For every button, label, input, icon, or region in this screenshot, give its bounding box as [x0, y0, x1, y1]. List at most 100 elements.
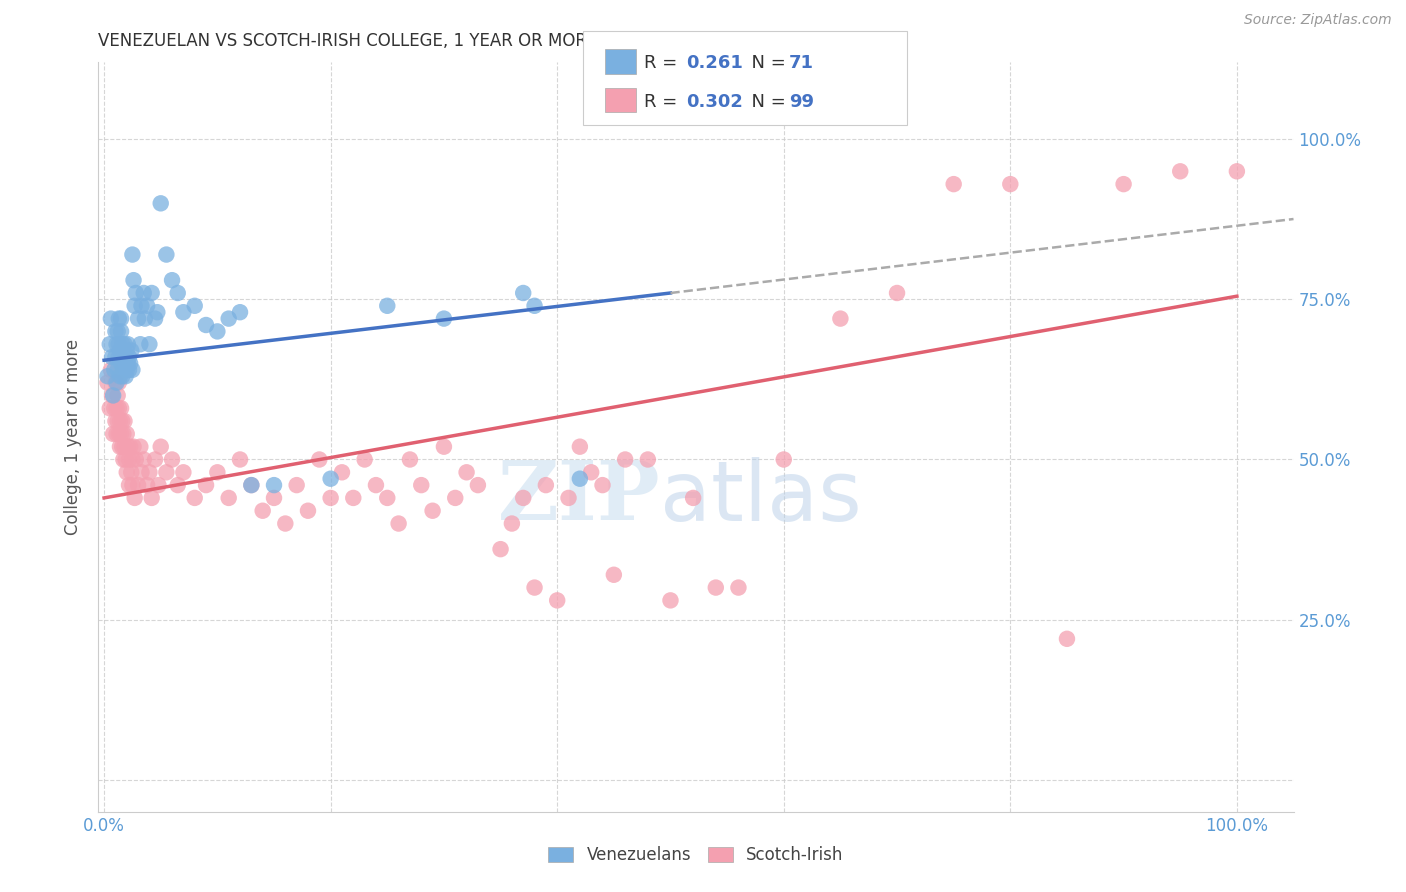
- Point: [399, 452, 422, 467]
- Point: [138, 465, 160, 479]
- Point: [101, 426, 124, 441]
- Point: [110, 311, 132, 326]
- Point: [127, 311, 149, 326]
- Point: [489, 542, 512, 557]
- Point: [104, 414, 127, 428]
- Point: [112, 363, 135, 377]
- Point: [568, 440, 591, 454]
- Point: [512, 491, 534, 505]
- Point: [121, 247, 143, 261]
- Point: [110, 401, 132, 416]
- Point: [319, 472, 342, 486]
- Point: [592, 478, 614, 492]
- Point: [523, 299, 546, 313]
- Point: [252, 504, 274, 518]
- Point: [114, 337, 136, 351]
- Y-axis label: College, 1 year or more: College, 1 year or more: [65, 339, 83, 535]
- Point: [105, 337, 128, 351]
- Point: [375, 299, 398, 313]
- Point: [121, 452, 143, 467]
- Point: [207, 325, 229, 339]
- Point: [160, 273, 183, 287]
- Point: [100, 363, 122, 377]
- Point: [1168, 164, 1191, 178]
- Text: N =: N =: [740, 54, 792, 71]
- Point: [830, 311, 852, 326]
- Point: [108, 440, 131, 454]
- Point: [118, 363, 141, 377]
- Point: [342, 491, 364, 505]
- Point: [501, 516, 523, 531]
- Point: [1226, 164, 1249, 178]
- Point: [129, 337, 152, 351]
- Point: [98, 337, 121, 351]
- Point: [98, 401, 121, 416]
- Point: [659, 593, 682, 607]
- Point: [120, 356, 142, 370]
- Point: [467, 478, 489, 492]
- Point: [108, 337, 131, 351]
- Point: [125, 285, 148, 300]
- Point: [111, 369, 134, 384]
- Point: [886, 285, 908, 300]
- Point: [101, 388, 124, 402]
- Text: N =: N =: [740, 93, 792, 111]
- Point: [112, 426, 135, 441]
- Point: [110, 426, 132, 441]
- Point: [285, 478, 308, 492]
- Text: R =: R =: [644, 93, 683, 111]
- Point: [727, 581, 749, 595]
- Point: [183, 491, 205, 505]
- Point: [218, 311, 240, 326]
- Point: [104, 325, 127, 339]
- Point: [108, 311, 131, 326]
- Point: [682, 491, 704, 505]
- Point: [444, 491, 467, 505]
- Point: [127, 478, 149, 492]
- Point: [218, 491, 240, 505]
- Point: [125, 452, 148, 467]
- Point: [120, 343, 142, 358]
- Point: [375, 491, 398, 505]
- Point: [568, 472, 591, 486]
- Point: [117, 440, 139, 454]
- Point: [122, 273, 145, 287]
- Point: [108, 376, 131, 390]
- Point: [160, 452, 183, 467]
- Point: [422, 504, 444, 518]
- Point: [523, 581, 546, 595]
- Text: 0.302: 0.302: [686, 93, 742, 111]
- Point: [117, 337, 139, 351]
- Point: [108, 401, 131, 416]
- Point: [115, 465, 138, 479]
- Point: [546, 593, 568, 607]
- Text: R =: R =: [644, 54, 683, 71]
- Point: [110, 325, 132, 339]
- Point: [104, 350, 127, 364]
- Point: [146, 305, 169, 319]
- Point: [637, 452, 659, 467]
- Point: [108, 369, 131, 384]
- Point: [124, 299, 146, 313]
- Point: [108, 414, 131, 428]
- Point: [1112, 177, 1135, 191]
- Point: [118, 452, 141, 467]
- Point: [143, 311, 166, 326]
- Point: [388, 516, 411, 531]
- Point: [115, 363, 138, 377]
- Point: [107, 414, 129, 428]
- Point: [112, 343, 135, 358]
- Point: [132, 452, 155, 467]
- Point: [112, 452, 135, 467]
- Point: [124, 491, 146, 505]
- Point: [240, 478, 263, 492]
- Point: [330, 465, 353, 479]
- Point: [166, 285, 188, 300]
- Point: [149, 196, 172, 211]
- Point: [114, 350, 136, 364]
- Point: [96, 376, 118, 390]
- Point: [114, 369, 136, 384]
- Point: [103, 363, 125, 377]
- Point: [172, 465, 194, 479]
- Point: [118, 478, 141, 492]
